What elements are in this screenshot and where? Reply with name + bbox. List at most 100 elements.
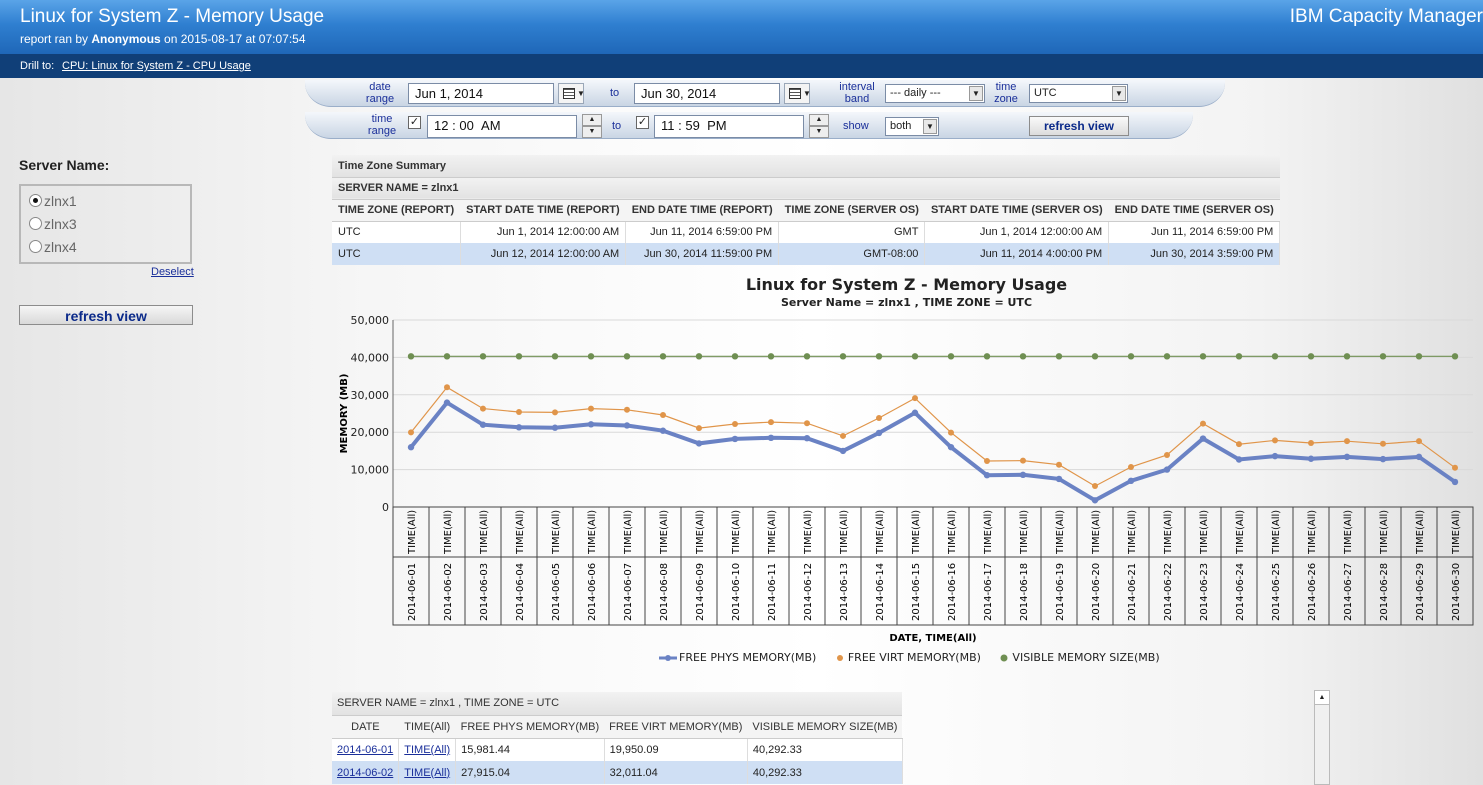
- run-info-suffix: on 2015-08-17 at 07:07:54: [160, 32, 306, 46]
- chevron-down-icon: ▼: [803, 89, 811, 98]
- x-time-label: TIME(All): [479, 510, 490, 555]
- data-point: [1452, 464, 1458, 471]
- time-to-ampm[interactable]: PM: [707, 118, 727, 133]
- data-point: [1235, 456, 1243, 463]
- table-row: UTC Jun 1, 2014 12:00:00 AM Jun 11, 2014…: [332, 221, 1281, 243]
- data-point: [623, 422, 631, 429]
- x-date-label: 2014-06-28: [1379, 563, 1390, 621]
- radio-icon[interactable]: [29, 240, 42, 253]
- data-point: [1019, 471, 1027, 479]
- x-time-label: TIME(All): [1451, 510, 1462, 555]
- time-from-spinner[interactable]: ▲ ▼: [582, 114, 602, 138]
- show-select[interactable]: both ▼: [885, 117, 939, 136]
- data-point: [1020, 457, 1026, 464]
- time-to-spinner[interactable]: ▲ ▼: [809, 114, 829, 138]
- time-from-checkbox[interactable]: ✓: [408, 116, 421, 129]
- date-to-input[interactable]: Jun 30, 2014: [634, 83, 780, 104]
- column-header: START DATE TIME (SERVER OS): [924, 199, 1109, 222]
- column-header: TIME(All): [398, 715, 456, 739]
- time-to-input[interactable]: 11 : 59 PM: [654, 115, 804, 138]
- data-point: [407, 353, 415, 360]
- data-point: [1127, 477, 1135, 485]
- server-option-zlnx4[interactable]: zlnx4: [29, 239, 77, 259]
- data-point: [1308, 440, 1314, 447]
- data-point: [660, 411, 666, 418]
- legend-item-free-phys[interactable]: FREE PHYS MEMORY(MB): [659, 651, 816, 664]
- sidebar-refresh-button[interactable]: refresh view: [19, 305, 193, 325]
- legend-label: VISIBLE MEMORY SIZE(MB): [1012, 651, 1160, 664]
- x-date-label: 2014-06-20: [1091, 563, 1102, 621]
- report-header: Linux for System Z - Memory Usage report…: [0, 0, 1483, 54]
- table-cell: Jun 11, 2014 6:59:00 PM: [1108, 221, 1281, 243]
- data-point: [840, 432, 846, 439]
- time-from-input[interactable]: 12 : 00 AM: [427, 115, 577, 138]
- column-header: END DATE TIME (REPORT): [625, 199, 779, 222]
- data-point: [876, 414, 882, 421]
- x-time-label: TIME(All): [659, 510, 670, 555]
- interval-band-select[interactable]: --- daily --- ▼: [885, 84, 985, 103]
- legend-item-visible[interactable]: VISIBLE MEMORY SIZE(MB): [998, 651, 1160, 664]
- data-point: [803, 353, 811, 360]
- table-row: 2014-06-01 TIME(All) 15,981.44 19,950.09…: [332, 738, 903, 761]
- time-from-minute[interactable]: 00: [459, 118, 474, 133]
- date-from-calendar-button[interactable]: ▼: [558, 83, 585, 104]
- data-point: [1164, 452, 1170, 459]
- show-label: show: [843, 120, 869, 132]
- table-scrollbar[interactable]: ▲: [1314, 690, 1330, 785]
- time-link[interactable]: TIME(All): [404, 743, 451, 756]
- data-point: [1415, 353, 1423, 360]
- data-point: [875, 429, 883, 437]
- x-date-label: 2014-06-21: [1127, 563, 1138, 621]
- legend-item-free-virt[interactable]: FREE VIRT MEMORY(MB): [834, 651, 981, 664]
- radio-icon[interactable]: [29, 217, 42, 230]
- server-option-label: zlnx1: [44, 193, 77, 209]
- date-from-input[interactable]: Jun 1, 2014: [408, 83, 554, 104]
- x-date-label: 2014-06-11: [767, 563, 778, 621]
- data-point: [408, 429, 414, 436]
- date-link[interactable]: 2014-06-02: [337, 766, 394, 779]
- legend-label: FREE VIRT MEMORY(MB): [847, 651, 981, 664]
- data-point: [803, 434, 811, 442]
- date-filter-bar: date range Jun 1, 2014 ▼ to Jun 30, 2014…: [305, 80, 1225, 107]
- data-point: [1055, 353, 1063, 360]
- data-point: [911, 353, 919, 360]
- data-point: [1272, 437, 1278, 444]
- table-row: 2014-06-02 TIME(All) 27,915.04 32,011.04…: [332, 761, 903, 784]
- date-to-calendar-button[interactable]: ▼: [784, 83, 811, 104]
- spin-down-icon[interactable]: ▼: [809, 126, 829, 138]
- time-link[interactable]: TIME(All): [404, 766, 451, 779]
- time-to-minute[interactable]: 59: [685, 118, 700, 133]
- time-from-hour[interactable]: 12: [434, 118, 449, 133]
- x-date-label: 2014-06-13: [839, 563, 850, 621]
- report-run-info: report ran by Anonymous on 2015-08-17 at…: [20, 32, 306, 46]
- column-header: END DATE TIME (SERVER OS): [1108, 199, 1280, 222]
- data-point: [1379, 353, 1387, 360]
- date-range-label: date range: [365, 81, 395, 105]
- data-table-caption: SERVER NAME = zlnx1 , TIME ZONE = UTC: [332, 692, 903, 716]
- server-option-zlnx3[interactable]: zlnx3: [29, 216, 77, 236]
- spin-up-icon[interactable]: ▲: [809, 114, 829, 126]
- data-point: [515, 424, 523, 431]
- time-from-ampm[interactable]: AM: [481, 118, 501, 133]
- time-zone-select[interactable]: UTC ▼: [1029, 84, 1128, 103]
- time-to-checkbox[interactable]: ✓: [636, 116, 649, 129]
- x-date-label: 2014-06-05: [551, 563, 562, 621]
- top-refresh-button[interactable]: refresh view: [1029, 116, 1129, 136]
- data-point: [551, 424, 559, 431]
- spin-down-icon[interactable]: ▼: [582, 126, 602, 138]
- scroll-up-icon[interactable]: ▲: [1315, 691, 1329, 705]
- radio-selected-icon[interactable]: [29, 194, 42, 207]
- x-time-label: TIME(All): [1055, 510, 1066, 555]
- server-option-zlnx1[interactable]: zlnx1: [29, 193, 77, 213]
- chart-subtitle: Server Name = zlnx1 , TIME ZONE = UTC: [780, 296, 1033, 309]
- x-date-label: 2014-06-04: [515, 563, 526, 621]
- deselect-link[interactable]: Deselect: [151, 266, 194, 278]
- time-to-hour[interactable]: 11: [661, 118, 675, 133]
- drill-cpu-link[interactable]: CPU: Linux for System Z - CPU Usage: [62, 60, 251, 72]
- spin-up-icon[interactable]: ▲: [582, 114, 602, 126]
- data-point: [768, 419, 774, 426]
- data-point: [695, 440, 703, 447]
- date-link[interactable]: 2014-06-01: [337, 743, 394, 756]
- table-cell: Jun 1, 2014 12:00:00 AM: [460, 221, 627, 243]
- data-point: [1271, 353, 1279, 360]
